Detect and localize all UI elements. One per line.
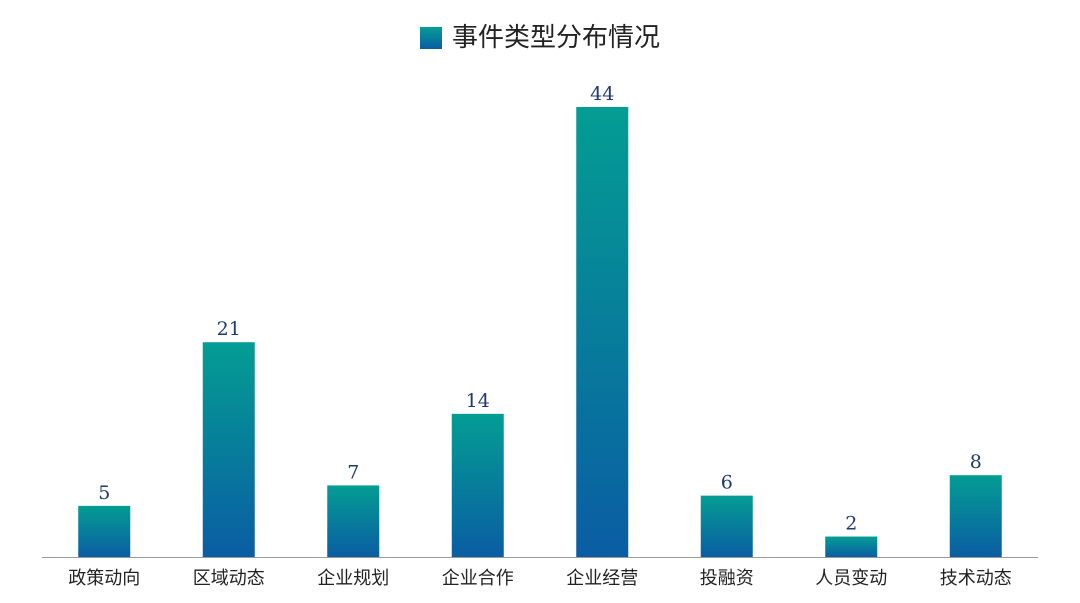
value-label-5: 44 bbox=[590, 83, 614, 105]
x-tick-label-4: 企业合作 bbox=[442, 568, 514, 589]
x-tick-label-8: 技术动态 bbox=[940, 568, 1012, 589]
value-label-6: 6 bbox=[721, 472, 733, 494]
x-tick-label-3: 企业规划 bbox=[317, 568, 389, 589]
bar-4 bbox=[451, 413, 504, 557]
bar-8 bbox=[949, 475, 1002, 557]
bar-3 bbox=[327, 485, 380, 557]
legend: 事件类型分布情况 bbox=[0, 18, 1080, 58]
value-label-7: 2 bbox=[845, 513, 857, 535]
bar-1 bbox=[78, 505, 131, 557]
legend-swatch-icon bbox=[419, 27, 442, 49]
value-label-4: 14 bbox=[466, 390, 490, 412]
value-label-1: 5 bbox=[98, 482, 110, 504]
x-tick-label-7: 人员变动 bbox=[815, 568, 887, 589]
bar-2 bbox=[202, 342, 255, 557]
x-tick-label-6: 投融资 bbox=[700, 568, 754, 589]
legend-label: 事件类型分布情况 bbox=[451, 23, 660, 53]
value-label-3: 7 bbox=[347, 461, 359, 483]
x-tick-label-2: 区域动态 bbox=[193, 568, 265, 589]
x-tick-label-5: 企业经营 bbox=[566, 568, 638, 589]
bar-7 bbox=[825, 536, 878, 557]
bar-5 bbox=[576, 107, 629, 557]
value-label-2: 21 bbox=[217, 318, 241, 340]
value-label-8: 8 bbox=[970, 451, 982, 473]
x-tick-label-1: 政策动向 bbox=[68, 568, 140, 589]
bar-6 bbox=[700, 495, 753, 557]
